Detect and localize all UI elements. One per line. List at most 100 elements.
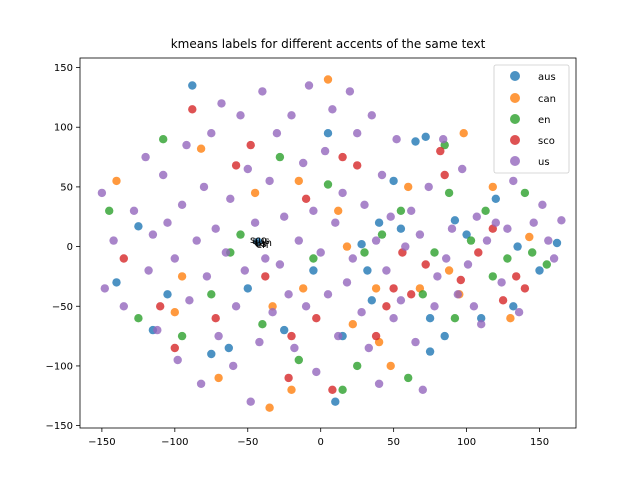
point-us xyxy=(182,141,190,149)
point-en xyxy=(178,332,186,340)
x-tick-label: 50 xyxy=(387,437,400,448)
point-us xyxy=(515,308,523,316)
point-us xyxy=(357,308,365,316)
point-en xyxy=(451,314,459,322)
point-sco xyxy=(372,332,380,340)
x-tick-label: 100 xyxy=(457,437,476,448)
point-us xyxy=(372,236,380,244)
point-aus xyxy=(363,266,371,274)
point-us xyxy=(365,344,373,352)
point-aus xyxy=(134,222,142,230)
point-en xyxy=(134,314,142,322)
point-aus xyxy=(280,326,288,334)
point-us xyxy=(321,147,329,155)
point-en xyxy=(309,254,317,262)
point-us xyxy=(159,171,167,179)
point-aus xyxy=(411,137,419,145)
y-tick-label: 50 xyxy=(60,182,73,193)
point-en xyxy=(258,320,266,328)
point-can xyxy=(265,404,273,412)
point-sco xyxy=(521,284,529,292)
x-tick-label: −150 xyxy=(88,437,115,448)
point-sco xyxy=(422,260,430,268)
point-us xyxy=(261,254,269,262)
y-tick-label: 150 xyxy=(54,63,73,74)
point-sco xyxy=(284,374,292,382)
point-can xyxy=(299,284,307,292)
point-sco xyxy=(247,141,255,149)
point-aus xyxy=(513,242,521,250)
point-us xyxy=(247,398,255,406)
point-us xyxy=(178,201,186,209)
legend-marker-us xyxy=(510,156,520,166)
y-tick-label: 100 xyxy=(54,123,73,134)
point-aus xyxy=(188,81,196,89)
point-us xyxy=(334,332,342,340)
point-us xyxy=(442,254,450,262)
point-sco xyxy=(389,284,397,292)
legend-marker-aus xyxy=(510,71,520,81)
y-tick-label: −150 xyxy=(46,421,73,432)
legend-marker-sco xyxy=(510,135,520,145)
point-us xyxy=(305,81,313,89)
point-us xyxy=(212,225,220,233)
legend-label-sco: sco xyxy=(538,136,555,147)
legend-frame xyxy=(494,65,569,173)
point-us xyxy=(193,236,201,244)
point-us xyxy=(497,278,505,286)
point-us xyxy=(144,266,152,274)
point-us xyxy=(171,254,179,262)
legend-label-us: us xyxy=(538,157,550,168)
x-tick-label: 150 xyxy=(530,437,549,448)
point-us xyxy=(214,332,222,340)
point-sco xyxy=(212,314,220,322)
point-us xyxy=(416,230,424,238)
point-sco xyxy=(287,332,295,340)
point-en xyxy=(324,180,332,188)
point-en xyxy=(528,248,536,256)
point-us xyxy=(287,111,295,119)
point-us xyxy=(290,344,298,352)
point-can xyxy=(445,266,453,274)
point-can xyxy=(372,284,380,292)
point-us xyxy=(378,171,386,179)
legend: aus can en sco us xyxy=(494,65,569,173)
chart-title: kmeans labels for different accents of t… xyxy=(171,37,486,51)
point-can xyxy=(295,177,303,185)
point-sco xyxy=(382,302,390,310)
point-us xyxy=(302,302,310,310)
point-aus xyxy=(426,314,434,322)
point-sco xyxy=(407,290,415,298)
point-us xyxy=(273,129,281,137)
point-sco xyxy=(353,161,361,169)
legend-label-en: en xyxy=(538,115,551,126)
point-us xyxy=(477,320,485,328)
point-can xyxy=(489,183,497,191)
point-en xyxy=(543,260,551,268)
point-aus xyxy=(492,195,500,203)
point-us xyxy=(360,201,368,209)
point-us xyxy=(401,242,409,250)
point-us xyxy=(430,302,438,310)
point-us xyxy=(464,260,472,268)
point-us xyxy=(458,165,466,173)
point-sco xyxy=(441,171,449,179)
point-en xyxy=(338,386,346,394)
point-us xyxy=(98,189,106,197)
point-can xyxy=(197,145,205,153)
point-en xyxy=(105,207,113,215)
point-us xyxy=(324,290,332,298)
point-aus xyxy=(397,225,405,233)
point-us xyxy=(454,290,462,298)
point-aus xyxy=(451,216,459,224)
point-us xyxy=(197,380,205,388)
point-us xyxy=(229,362,237,370)
point-us xyxy=(109,236,117,244)
point-sco xyxy=(261,272,269,280)
point-can xyxy=(343,242,351,250)
point-us xyxy=(163,219,171,227)
point-en xyxy=(430,248,438,256)
point-en xyxy=(207,290,215,298)
point-us xyxy=(473,213,481,221)
point-us xyxy=(397,296,405,304)
